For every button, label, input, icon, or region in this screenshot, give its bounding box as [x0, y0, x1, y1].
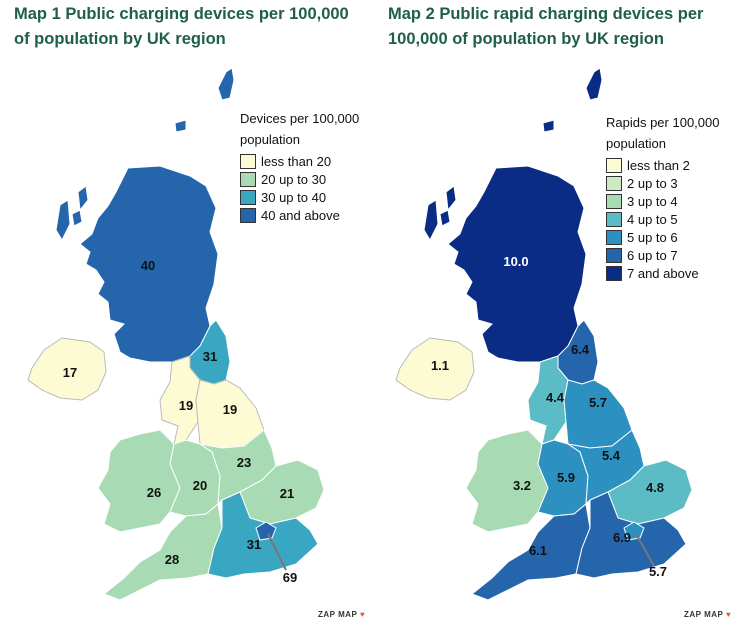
map2-legend-swatch — [606, 211, 622, 227]
map2-title: Map 2 Public rapid charging devices per … — [388, 5, 704, 48]
map2-legend-label: 4 up to 5 — [627, 211, 678, 227]
map2-legend-label: 6 up to 7 — [627, 247, 678, 263]
map2-label-northern-ireland: 1.1 — [431, 358, 449, 373]
map2-region-hebrides-1 — [445, 185, 457, 211]
map2-legend-title: Rapids per 100,000 population — [606, 115, 720, 151]
map1-title: Map 1 Public charging devices per 100,00… — [14, 5, 349, 48]
map2-legend-item: 2 up to 3 — [606, 174, 746, 192]
map1-legend-label: 20 up to 30 — [261, 171, 327, 187]
map2: 10.0 1.1 6.4 4.4 5.7 3.2 5.9 5.4 4.8 6.1… — [395, 67, 693, 601]
map2-legend-item: 6 up to 7 — [606, 246, 746, 264]
map1-region-hebrides-2 — [55, 199, 71, 241]
map1-region-hebrides-3 — [71, 209, 83, 227]
map1-legend-swatch — [240, 171, 256, 187]
map2-legend-item: 7 and above — [606, 264, 746, 282]
map1-label-south-east: 31 — [247, 537, 261, 552]
map2-legend-label: 3 up to 4 — [627, 193, 678, 209]
map1-region-hebrides-1 — [77, 185, 89, 211]
map2-label-yorkshire: 5.7 — [589, 395, 607, 410]
map1-legend-swatch — [240, 189, 256, 205]
map1-london-leader — [267, 533, 287, 571]
map2-legend-label: 2 up to 3 — [627, 175, 678, 191]
map1-legend-swatch — [240, 207, 256, 223]
map2-label-london: 5.7 — [649, 564, 667, 579]
map2-label-east-midlands: 5.4 — [602, 448, 621, 463]
map-pin-icon: ♥ — [359, 610, 366, 619]
map2-label-scotland: 10.0 — [503, 254, 528, 269]
zapmap-logo-2: ZAP MAP ♥ — [684, 610, 731, 619]
map2-legend: Rapids per 100,000 population less than … — [606, 112, 746, 282]
map2-london-leader — [635, 533, 655, 567]
map2-region-wales — [465, 429, 549, 533]
map1-legend-item: 30 up to 40 — [240, 188, 390, 206]
map1-label-south-west: 28 — [165, 552, 179, 567]
map2-region-shetland — [585, 67, 603, 101]
map1-label-yorkshire: 19 — [223, 402, 237, 417]
map1-label-east-midlands: 23 — [237, 455, 251, 470]
map2-label-south-east: 6.9 — [613, 530, 631, 545]
map2-legend-swatch — [606, 229, 622, 245]
map1-region-shetland — [217, 67, 235, 101]
map1-region-orkney — [174, 119, 187, 133]
map2-legend-swatch — [606, 265, 622, 281]
map2-legend-label: 7 and above — [627, 265, 699, 281]
map2-legend-item: less than 2 — [606, 156, 746, 174]
map1-legend-item: less than 20 — [240, 152, 390, 170]
map2-label-west-midlands: 5.9 — [557, 470, 575, 485]
map2-region-orkney — [542, 119, 555, 133]
map2-legend-label: less than 2 — [627, 157, 690, 173]
map2-label-wales: 3.2 — [513, 478, 531, 493]
map-pin-icon: ♥ — [725, 610, 732, 619]
map2-legend-swatch — [606, 193, 622, 209]
map1-region-wales — [97, 429, 181, 533]
map1-label-scotland: 40 — [141, 258, 155, 273]
map1-legend-swatch — [240, 153, 256, 169]
map1-legend: Devices per 100,000 population less than… — [240, 108, 390, 224]
map1-label-northern-ireland: 17 — [63, 365, 77, 380]
map2-legend-swatch — [606, 175, 622, 191]
map1-legend-item: 40 and above — [240, 206, 390, 224]
map1-legend-label: 40 and above — [261, 207, 340, 223]
map1-label-london: 69 — [283, 570, 297, 585]
map2-region-hebrides-2 — [423, 199, 439, 241]
map2-legend-label: 5 up to 6 — [627, 229, 678, 245]
map2-label-east: 4.8 — [646, 480, 664, 495]
map2-label-south-west: 6.1 — [529, 543, 547, 558]
map1-legend-item: 20 up to 30 — [240, 170, 390, 188]
map2-region-hebrides-3 — [439, 209, 451, 227]
map1-legend-title: Devices per 100,000 population — [240, 111, 360, 147]
map1-label-north-west: 19 — [179, 398, 193, 413]
map2-legend-item: 5 up to 6 — [606, 228, 746, 246]
map2-legend-item: 4 up to 5 — [606, 210, 746, 228]
zapmap-logo-1: ZAP MAP ♥ — [318, 610, 365, 619]
map1-legend-label: less than 20 — [261, 153, 332, 169]
map1-legend-label: 30 up to 40 — [261, 189, 327, 205]
map1-label-east: 21 — [280, 486, 294, 501]
brand-text: ZAP MAP — [318, 610, 358, 619]
map2-label-north-east: 6.4 — [571, 342, 590, 357]
map2-legend-swatch — [606, 157, 622, 173]
brand-text: ZAP MAP — [684, 610, 724, 619]
map1-label-wales: 26 — [147, 485, 161, 500]
map1-label-west-midlands: 20 — [193, 478, 207, 493]
map2-label-north-west: 4.4 — [546, 390, 565, 405]
map2-legend-item: 3 up to 4 — [606, 192, 746, 210]
map1-label-north-east: 31 — [203, 349, 217, 364]
map2-legend-swatch — [606, 247, 622, 263]
map1: 40 17 31 19 19 26 20 23 21 28 31 69 — [27, 67, 325, 601]
